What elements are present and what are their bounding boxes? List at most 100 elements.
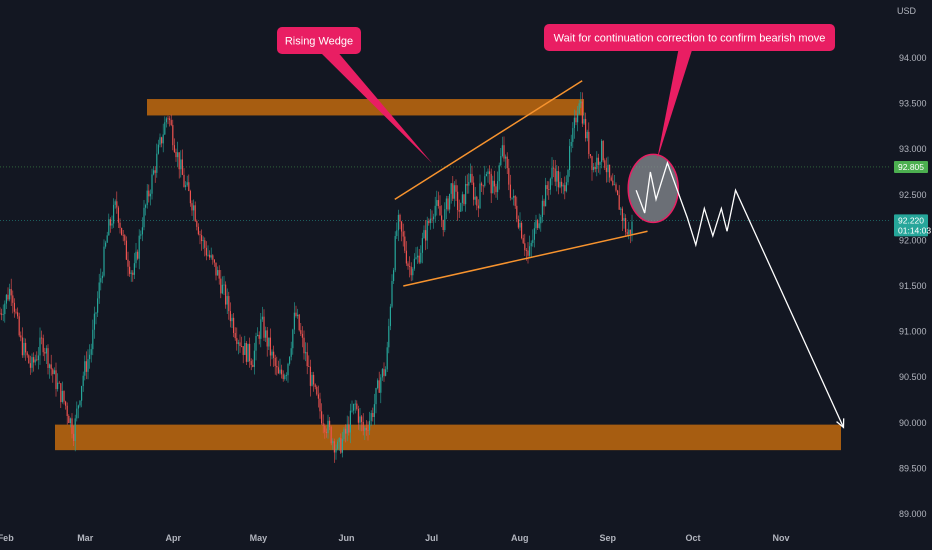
candle-body-139 [221, 284, 223, 294]
y-tick-label: 90.000 [899, 418, 927, 428]
candle-body-354 [565, 182, 567, 192]
candle-body-215 [343, 428, 345, 440]
candle-body-212 [338, 438, 340, 442]
candle-body-375 [599, 162, 601, 165]
candle-body-266 [425, 230, 427, 241]
resistance-zone[interactable] [147, 99, 584, 116]
candle-body-22 [34, 359, 36, 363]
candle-body-60 [95, 312, 97, 314]
candle-body-389 [621, 208, 623, 221]
candle-body-273 [436, 200, 438, 206]
candle-body-53 [84, 361, 86, 376]
y-axis[interactable]: USD 89.000 89.500 90.000 90.500 91.000 91.500… [897, 6, 927, 519]
price-tag-label-0: 92.805 [898, 162, 924, 172]
candle-body-14 [21, 337, 23, 356]
candle-body-384 [613, 184, 615, 186]
candle-body-190 [303, 337, 305, 354]
candle-body-346 [553, 167, 555, 169]
candle-body-357 [570, 141, 572, 147]
support-zone[interactable] [55, 424, 841, 451]
wedge-layer [394, 80, 648, 287]
candle-body-234 [373, 404, 375, 418]
candle-body-45 [71, 418, 73, 434]
y-tick-label: 92.000 [899, 235, 927, 245]
candle-body-274 [437, 200, 439, 207]
candle-body-85 [135, 251, 137, 264]
candle-body-340 [543, 200, 545, 207]
wedge-lower-line[interactable] [403, 230, 648, 287]
candle-body-65 [103, 246, 105, 276]
price-tag-0[interactable] [894, 160, 928, 173]
candle-body-134 [213, 259, 215, 263]
candle-body-259 [413, 258, 415, 269]
candle-body-370 [591, 156, 593, 171]
candle-body-150 [239, 342, 241, 346]
candle-body-123 [196, 221, 198, 227]
zones-layer [55, 99, 841, 451]
candle-body-140 [223, 284, 225, 286]
candle-body-88 [140, 234, 142, 236]
candle-body-28 [44, 352, 46, 354]
candle-body-181 [289, 356, 291, 364]
candle-body-318 [508, 168, 510, 185]
candle-body-272 [434, 205, 436, 217]
candle-body-347 [554, 168, 556, 182]
candle-body-20 [31, 357, 33, 368]
candle-body-249 [397, 214, 399, 231]
candle-body-107 [170, 120, 172, 126]
candle-body-280 [447, 198, 449, 210]
candle-body-300 [479, 183, 481, 209]
candle-body-55 [87, 359, 89, 372]
candle-body-309 [493, 180, 495, 187]
x-axis[interactable]: Feb Mar Apr May Jun Jul Aug Sep Oct Nov [0, 533, 790, 543]
candle-body-270 [431, 218, 433, 220]
candle-body-104 [165, 118, 167, 123]
continuation-callout[interactable] [544, 24, 835, 51]
candle-body-374 [597, 157, 599, 165]
candle-body-264 [421, 238, 423, 253]
candle-body-335 [535, 220, 537, 229]
candle-body-178 [284, 375, 286, 380]
candle-body-196 [313, 374, 315, 385]
candle-body-226 [361, 416, 363, 422]
candle-body-326 [521, 222, 523, 239]
candle-body-233 [372, 413, 374, 418]
projection-path[interactable] [635, 160, 845, 428]
candle-body-252 [402, 231, 404, 237]
candle-body-120 [191, 203, 193, 211]
candle-body-160 [255, 336, 257, 351]
candle-body-322 [514, 195, 516, 206]
candle-body-112 [178, 152, 180, 170]
candle-body-236 [377, 380, 379, 389]
candle-body-308 [492, 180, 494, 194]
candle-body-356 [569, 146, 571, 171]
candle-body-21 [33, 357, 35, 363]
candle-body-4 [5, 294, 7, 304]
wedge-upper-line[interactable] [394, 80, 583, 200]
candle-body-381 [609, 164, 611, 178]
candle-body-311 [497, 181, 499, 193]
candle-body-186 [297, 314, 299, 317]
candle-body-194 [309, 366, 311, 386]
candle-body-332 [530, 242, 532, 247]
candle-body-348 [556, 171, 558, 182]
candle-body-3 [4, 303, 6, 315]
rising-wedge-callout[interactable] [277, 27, 361, 54]
candle-body-385 [615, 184, 617, 191]
candle-body-177 [282, 374, 284, 380]
candle-body-369 [589, 154, 591, 157]
candle-body-169 [269, 337, 271, 356]
candle-body-269 [429, 218, 431, 224]
candle-body-379 [605, 167, 607, 173]
price-tag-1[interactable] [894, 214, 928, 237]
candle-body-244 [389, 306, 391, 327]
candle-body-209 [333, 441, 335, 453]
candle-body-255 [407, 263, 409, 267]
candle-body-371 [593, 166, 595, 171]
rising-wedge-pointer [318, 50, 432, 163]
candle-body-122 [194, 205, 196, 222]
candle-body-90 [143, 207, 145, 228]
candle-body-185 [295, 312, 297, 317]
candle-body-281 [449, 193, 451, 210]
